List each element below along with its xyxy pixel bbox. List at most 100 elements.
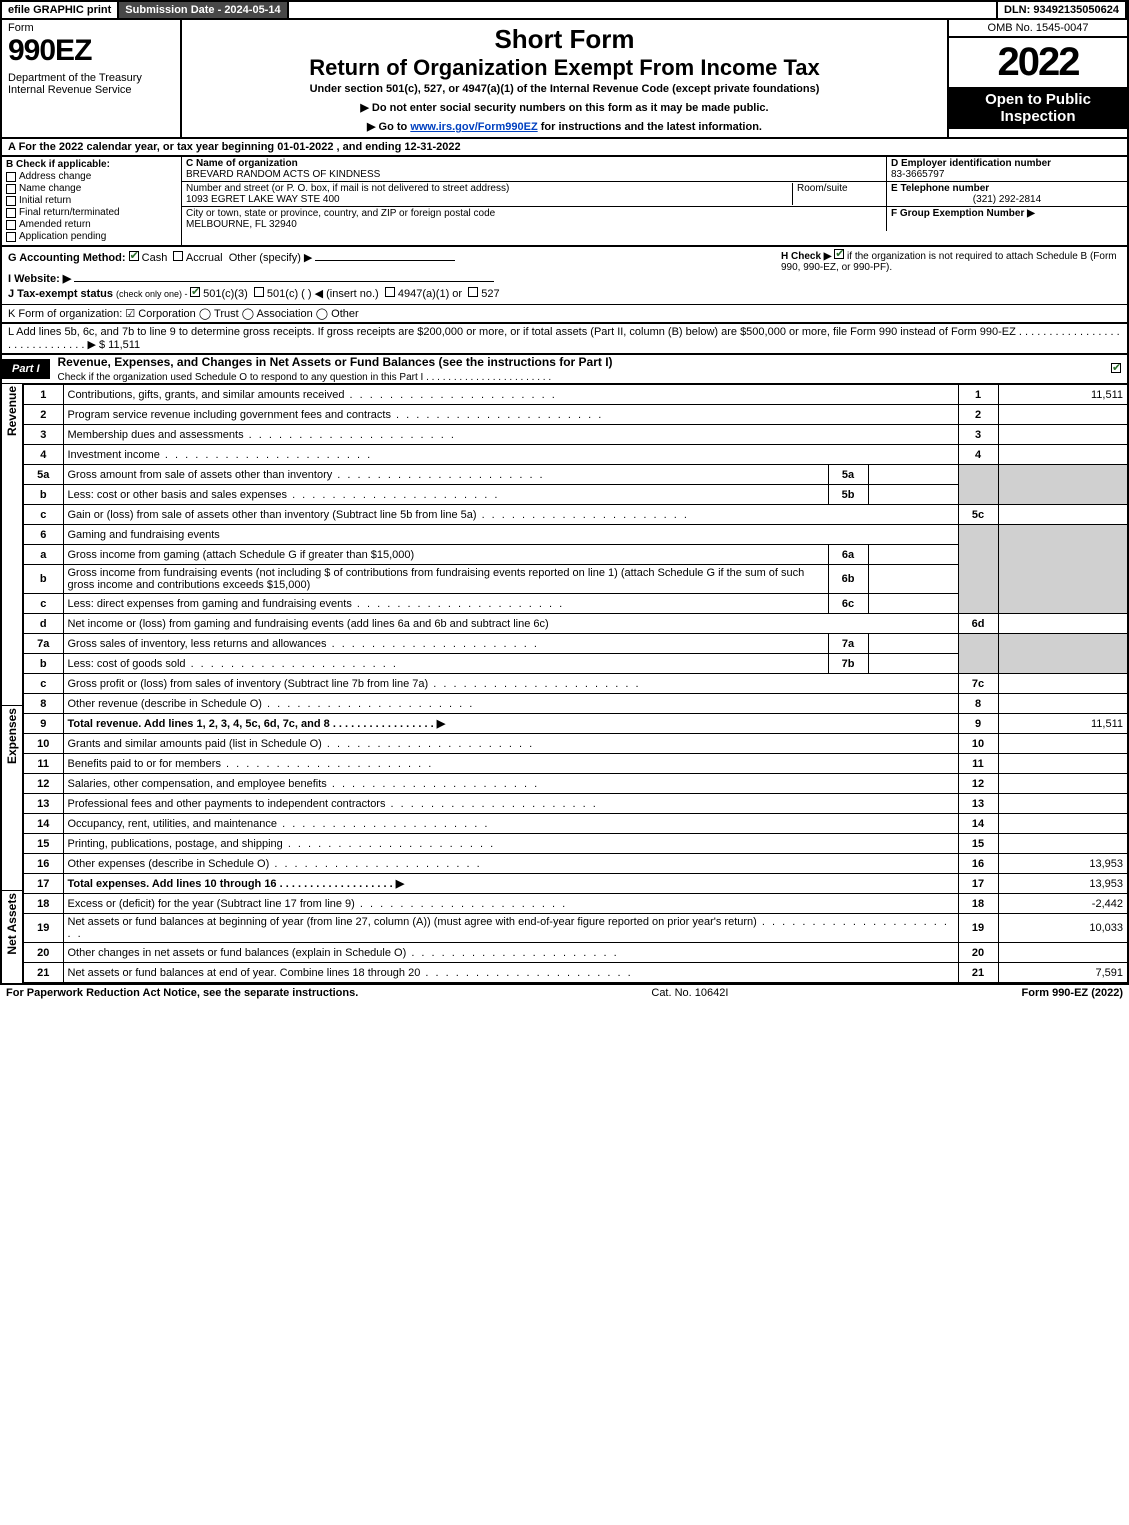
- i-label: I Website: ▶: [8, 273, 71, 285]
- street-val: 1093 EGRET LAKE WAY STE 400: [186, 194, 340, 205]
- row-k: K Form of organization: ☑ Corporation ◯ …: [0, 304, 1129, 324]
- other-label: Other (specify) ▶: [229, 252, 313, 264]
- form-number: 990EZ: [8, 34, 174, 68]
- line-3: 3Membership dues and assessments3: [23, 425, 1128, 445]
- f-group-row: F Group Exemption Number ▶: [887, 207, 1127, 220]
- part1-label: Part I: [2, 359, 50, 379]
- line-8: 8Other revenue (describe in Schedule O)8: [23, 694, 1128, 714]
- line-13: 13Professional fees and other payments t…: [23, 794, 1128, 814]
- j-501c3-chk[interactable]: [190, 287, 200, 297]
- dept-label: Department of the Treasury Internal Reve…: [8, 72, 174, 96]
- part1-sub: Check if the organization used Schedule …: [58, 372, 552, 383]
- j-501c-chk[interactable]: [254, 287, 264, 297]
- j-4947-chk[interactable]: [385, 287, 395, 297]
- lines-table: 1Contributions, gifts, grants, and simil…: [22, 384, 1129, 983]
- form-header: Form 990EZ Department of the Treasury In…: [0, 20, 1129, 137]
- website-blank[interactable]: [74, 281, 494, 282]
- e-label: E Telephone number: [891, 183, 989, 194]
- checkbox-icon: [6, 172, 16, 182]
- line-20: 20Other changes in net assets or fund ba…: [23, 943, 1128, 963]
- f-label: F Group Exemption Number ▶: [891, 208, 1035, 219]
- e-phone-row: E Telephone number (321) 292-2814: [887, 182, 1127, 207]
- chk-name-change[interactable]: Name change: [6, 183, 177, 194]
- h-checkbox[interactable]: [834, 249, 844, 259]
- line-5a: 5aGross amount from sale of assets other…: [23, 465, 1128, 485]
- j-501c3: 501(c)(3): [203, 288, 248, 300]
- org-name: BREVARD RANDOM ACTS OF KINDNESS: [186, 169, 380, 180]
- d-ein-row: D Employer identification number 83-3665…: [887, 157, 1127, 182]
- accrual-label: Accrual: [186, 252, 223, 264]
- chk-label: Final return/terminated: [19, 207, 120, 218]
- line-2: 2Program service revenue including gover…: [23, 405, 1128, 425]
- line-6d: dNet income or (loss) from gaming and fu…: [23, 614, 1128, 634]
- chk-amended[interactable]: Amended return: [6, 219, 177, 230]
- section-c: C Name of organization BREVARD RANDOM AC…: [182, 157, 887, 245]
- footer-left: For Paperwork Reduction Act Notice, see …: [6, 987, 358, 999]
- topbar-spacer: [289, 2, 998, 18]
- under-section: Under section 501(c), 527, or 4947(a)(1)…: [192, 83, 937, 95]
- c-label: C Name of organization: [186, 158, 298, 169]
- checkbox-icon: [6, 232, 16, 242]
- c-city-row: City or town, state or province, country…: [182, 207, 887, 231]
- street-label: Number and street (or P. O. box, if mail…: [186, 183, 509, 194]
- line-7a: 7aGross sales of inventory, less returns…: [23, 634, 1128, 654]
- part1-body: Revenue Expenses Net Assets 1Contributio…: [0, 384, 1129, 983]
- side-expenses: Expenses: [0, 706, 22, 891]
- side-labels: Revenue Expenses Net Assets: [0, 384, 22, 983]
- dln-label: DLN: 93492135050624: [998, 2, 1127, 18]
- omb-number: OMB No. 1545-0047: [949, 20, 1127, 38]
- line-1: 1Contributions, gifts, grants, and simil…: [23, 385, 1128, 405]
- line-16: 16Other expenses (describe in Schedule O…: [23, 854, 1128, 874]
- line-18: 18Excess or (deficit) for the year (Subt…: [23, 894, 1128, 914]
- j-501c: 501(c) ( ) ◀ (insert no.): [267, 288, 379, 300]
- chk-final-return[interactable]: Final return/terminated: [6, 207, 177, 218]
- checkbox-icon: [6, 196, 16, 206]
- line-11: 11Benefits paid to or for members11: [23, 754, 1128, 774]
- checkbox-icon: [6, 184, 16, 194]
- g-label: G Accounting Method:: [8, 252, 126, 264]
- chk-label: Name change: [19, 183, 81, 194]
- j-527-chk[interactable]: [468, 287, 478, 297]
- chk-label: Address change: [19, 171, 91, 182]
- efile-label: efile GRAPHIC print: [2, 2, 119, 18]
- row-l: L Add lines 5b, 6c, and 7b to line 9 to …: [0, 324, 1129, 355]
- short-form-title: Short Form: [192, 24, 937, 55]
- h-text: if the organization is not required to a…: [781, 251, 1117, 273]
- part1-title: Revenue, Expenses, and Changes in Net As…: [58, 355, 1111, 383]
- chk-initial-return[interactable]: Initial return: [6, 195, 177, 206]
- chk-pending[interactable]: Application pending: [6, 231, 177, 242]
- line-7c: cGross profit or (loss) from sales of in…: [23, 674, 1128, 694]
- line-10: 10Grants and similar amounts paid (list …: [23, 734, 1128, 754]
- footer-center: Cat. No. 10642I: [651, 987, 728, 999]
- return-title: Return of Organization Exempt From Incom…: [192, 55, 937, 81]
- note2-post: for instructions and the latest informat…: [538, 121, 762, 133]
- h-label: H Check ▶: [781, 251, 831, 262]
- note2-pre: ▶ Go to: [367, 121, 410, 133]
- line-19: 19Net assets or fund balances at beginni…: [23, 914, 1128, 943]
- irs-link[interactable]: www.irs.gov/Form990EZ: [410, 121, 537, 133]
- chk-label: Initial return: [19, 195, 71, 206]
- other-blank[interactable]: [315, 260, 455, 261]
- city-label: City or town, state or province, country…: [186, 208, 495, 219]
- line-14: 14Occupancy, rent, utilities, and mainte…: [23, 814, 1128, 834]
- section-b: B Check if applicable: Address change Na…: [2, 157, 182, 245]
- chk-address-change[interactable]: Address change: [6, 171, 177, 182]
- b-head: B Check if applicable:: [6, 159, 177, 170]
- line-12: 12Salaries, other compensation, and empl…: [23, 774, 1128, 794]
- d-label: D Employer identification number: [891, 158, 1051, 169]
- phone-val: (321) 292-2814: [891, 194, 1123, 205]
- section-ghij: H Check ▶ if the organization is not req…: [0, 247, 1129, 304]
- row-a-calendar: A For the 2022 calendar year, or tax yea…: [0, 137, 1129, 157]
- part1-title-text: Revenue, Expenses, and Changes in Net As…: [58, 355, 613, 369]
- line-6: 6Gaming and fundraising events: [23, 525, 1128, 545]
- schedule-o-checkbox[interactable]: [1111, 363, 1121, 373]
- accrual-checkbox[interactable]: [173, 251, 183, 261]
- tax-year: 2022: [949, 38, 1127, 87]
- c-name-row: C Name of organization BREVARD RANDOM AC…: [182, 157, 887, 182]
- header-center: Short Form Return of Organization Exempt…: [182, 20, 947, 137]
- note-link: ▶ Go to www.irs.gov/Form990EZ for instru…: [192, 120, 937, 133]
- cash-checkbox[interactable]: [129, 251, 139, 261]
- footer-right: Form 990-EZ (2022): [1022, 987, 1123, 999]
- open-inspection: Open to Public Inspection: [949, 87, 1127, 129]
- header-right: OMB No. 1545-0047 2022 Open to Public In…: [947, 20, 1127, 137]
